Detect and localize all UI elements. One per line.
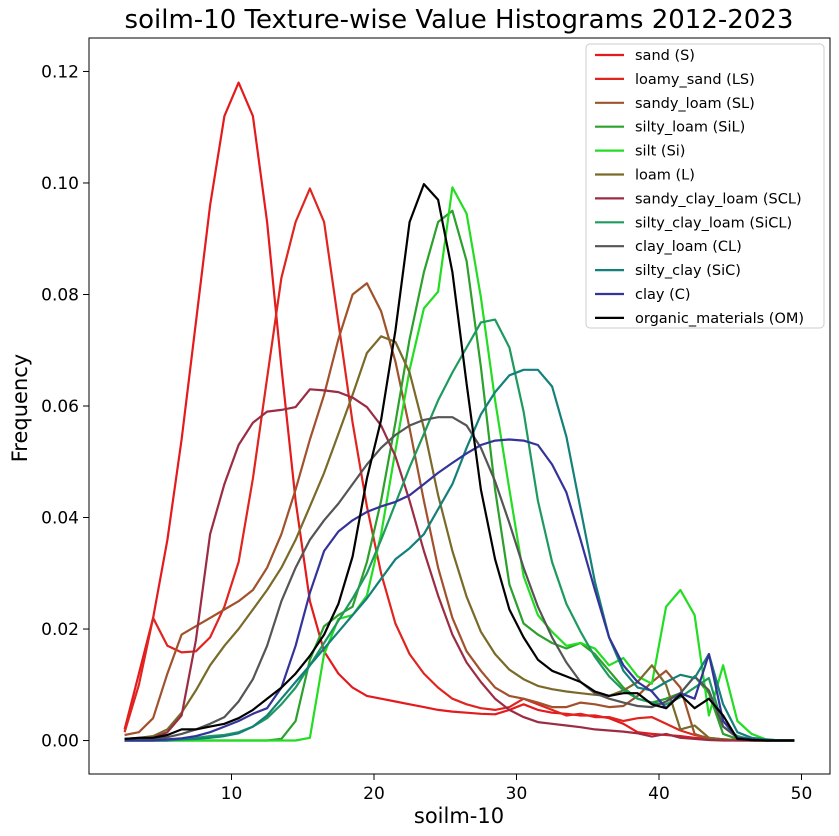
series-line-11 xyxy=(124,183,795,742)
y-axis-label: Frequency xyxy=(8,354,32,463)
series-line-5 xyxy=(124,335,795,742)
legend-entry: loam (L) xyxy=(635,168,695,184)
series-line-1 xyxy=(123,187,795,742)
legend-entry: sandy_clay_loam (SCL) xyxy=(635,191,802,207)
series-lines xyxy=(123,81,795,742)
y-tick-label: 0.12 xyxy=(41,62,79,82)
chart-title: soilm-10 Texture-wise Value Histograms 2… xyxy=(125,5,794,35)
legend-entry: silt (Si) xyxy=(635,144,685,160)
series-line-10 xyxy=(124,438,795,742)
series-line-6 xyxy=(124,388,795,742)
y-tick-label: 0.10 xyxy=(41,174,79,194)
legend-entry: organic_materials (OM) xyxy=(635,311,804,327)
legend-entry: silty_loam (SiL) xyxy=(635,120,745,136)
legend-entry: silty_clay (SiC) xyxy=(635,263,741,279)
series-line-0 xyxy=(123,81,795,742)
y-tick-label: 0.04 xyxy=(41,509,79,529)
series-line-8 xyxy=(124,416,795,742)
y-tick-label: 0.08 xyxy=(41,285,79,305)
legend-box xyxy=(585,43,825,329)
series-line-4 xyxy=(124,186,795,742)
legend-entry: loamy_sand (LS) xyxy=(635,72,755,88)
series-line-9 xyxy=(124,368,795,742)
y-tick-label: 0.00 xyxy=(41,732,79,752)
legend-entry: clay (C) xyxy=(635,287,691,303)
x-tick-label: 20 xyxy=(363,784,385,804)
legend-entry: clay_loam (CL) xyxy=(635,239,742,255)
legend: sand (S) loamy_sand (LS) sandy_loam (SL) si… xyxy=(585,43,825,329)
x-tick-label: 50 xyxy=(791,784,813,804)
legend-entry: silty_clay_loam (SiCL) xyxy=(635,215,792,231)
legend-entry: sand (S) xyxy=(635,48,695,64)
series-line-2 xyxy=(124,282,795,742)
x-tick-label: 10 xyxy=(221,784,243,804)
x-tick-label: 40 xyxy=(648,784,670,804)
x-tick-label: 30 xyxy=(506,784,528,804)
y-tick-label: 0.02 xyxy=(41,620,79,640)
legend-entry: sandy_loam (SL) xyxy=(635,96,755,112)
y-tick-label: 0.06 xyxy=(41,397,79,417)
plot-area: 10 20 30 40 50 0.00 0.02 0.04 0.06 0.08 0.10 0.12 xyxy=(41,37,831,804)
x-axis-label: soilm-10 xyxy=(414,804,504,828)
